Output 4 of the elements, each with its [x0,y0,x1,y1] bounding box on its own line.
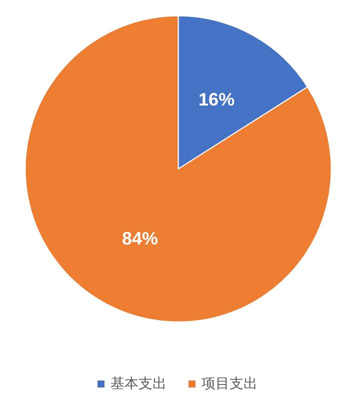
legend-label: 项目支出 [202,376,258,392]
legend-label: 基本支出 [110,376,166,392]
data-label: 84% [122,228,158,249]
data-label: 16% [198,89,235,110]
